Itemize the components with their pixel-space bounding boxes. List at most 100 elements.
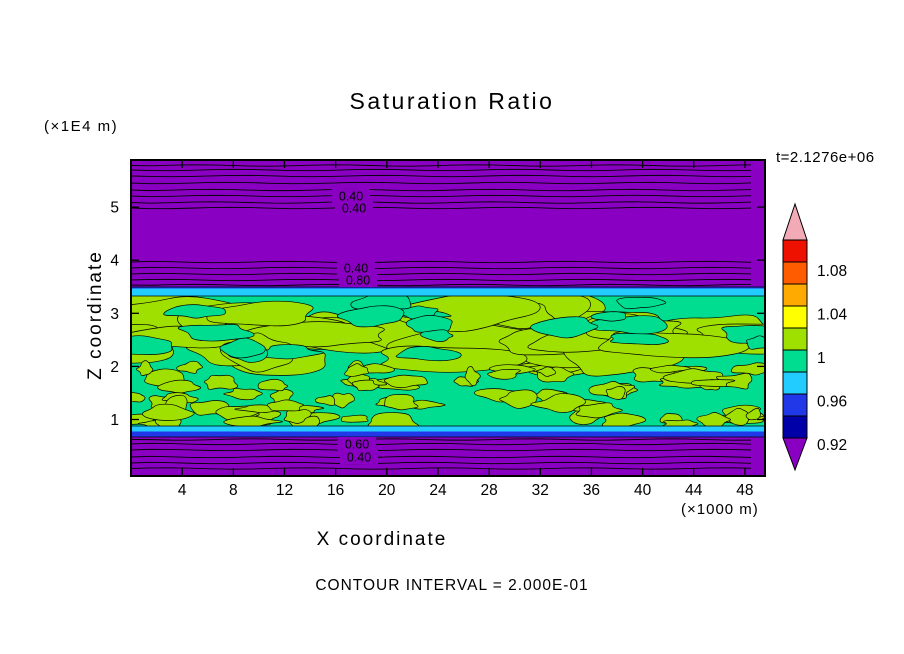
contour-blob bbox=[610, 332, 669, 345]
contour-field: 0.400.400.400.800.600.40 bbox=[131, 160, 765, 476]
x-tick-label: 24 bbox=[429, 482, 447, 499]
contour-line bbox=[131, 278, 752, 282]
contour-value-label: 0.40 bbox=[339, 190, 363, 204]
y-axis-unit-label: (×1E4 m) bbox=[44, 118, 119, 135]
y-axis-label: Z coordinate bbox=[85, 250, 106, 380]
colorbar-segment bbox=[782, 239, 808, 263]
x-tick-label: 28 bbox=[480, 482, 497, 499]
contour-line bbox=[131, 455, 752, 459]
contour-blob bbox=[351, 379, 380, 392]
contour-value-label: 0.40 bbox=[347, 451, 371, 465]
y-tick-label: 3 bbox=[110, 306, 119, 323]
colorbar-segment bbox=[782, 349, 808, 373]
contour-blob bbox=[530, 393, 586, 413]
contour-blob bbox=[206, 300, 314, 327]
contour-blob bbox=[177, 324, 255, 342]
contour-line bbox=[131, 206, 752, 210]
contour-line bbox=[131, 174, 752, 178]
colorbar-tick-label: 0.92 bbox=[817, 437, 847, 454]
colorbar-segment bbox=[782, 415, 808, 439]
x-tick-label: 36 bbox=[583, 482, 600, 499]
x-tick-label: 12 bbox=[276, 482, 293, 499]
contour-blob bbox=[395, 346, 462, 362]
band-edge-cyan bbox=[131, 426, 765, 434]
contour-line bbox=[131, 260, 752, 264]
contour-blob bbox=[420, 329, 454, 342]
y-tick-label: 2 bbox=[110, 359, 119, 376]
x-tick-label: 48 bbox=[736, 482, 753, 499]
page-title: Saturation Ratio bbox=[349, 88, 555, 114]
turbulent-mottle bbox=[131, 296, 765, 426]
contour-label-mask bbox=[338, 437, 376, 451]
colorbar-tick-label: 1.04 bbox=[817, 307, 848, 324]
contour-blob bbox=[746, 335, 765, 350]
colorbar-tick-label: 0.96 bbox=[817, 394, 847, 411]
contour-line bbox=[131, 461, 752, 465]
colorbar-segment bbox=[782, 261, 808, 285]
contour-line bbox=[131, 168, 752, 172]
contour-blob bbox=[535, 366, 556, 377]
contour-blob bbox=[487, 369, 521, 380]
contour-line bbox=[131, 188, 752, 192]
contour-value-label: 0.40 bbox=[344, 262, 368, 276]
x-tick-label: 40 bbox=[634, 482, 652, 499]
x-tick-label: 8 bbox=[229, 482, 238, 499]
contour-label-mask bbox=[337, 261, 375, 275]
contour-label-mask bbox=[340, 450, 378, 464]
colorbar-tick-label: 1.08 bbox=[817, 263, 847, 280]
contour-blob bbox=[530, 316, 599, 339]
contour-line bbox=[131, 181, 752, 185]
colorbar: 1.08 1.04 1 0.96 0.92 bbox=[782, 202, 848, 472]
contour-blob bbox=[691, 379, 736, 387]
contour-blob bbox=[219, 337, 266, 359]
contour-interval-label: CONTOUR INTERVAL = 2.000E-01 bbox=[315, 577, 589, 594]
y-tick-label: 4 bbox=[110, 253, 119, 270]
contour-blob bbox=[730, 362, 765, 376]
contour-blob bbox=[176, 360, 203, 374]
colorbar-segment bbox=[782, 393, 808, 417]
contour-blob bbox=[332, 392, 355, 409]
contour-blob bbox=[344, 363, 369, 377]
contour-blob bbox=[384, 394, 419, 411]
x-tick-label: 16 bbox=[327, 482, 344, 499]
x-axis-label: X coordinate bbox=[316, 529, 448, 550]
contour-blob bbox=[283, 409, 312, 424]
contour-blob bbox=[590, 311, 627, 322]
contour-blob bbox=[223, 388, 263, 401]
contour-blob bbox=[696, 412, 731, 426]
colorbar-tip-bottom bbox=[782, 437, 808, 472]
contour-blob bbox=[142, 403, 195, 421]
y-tick-label: 5 bbox=[110, 200, 119, 217]
contour-blob bbox=[575, 402, 623, 419]
x-tick-label: 44 bbox=[685, 482, 703, 499]
contour-label-mask bbox=[332, 189, 370, 203]
x-tick-label: 20 bbox=[378, 482, 396, 499]
contour-blob bbox=[135, 360, 154, 377]
contour-blob bbox=[662, 419, 699, 426]
colorbar-segment bbox=[782, 371, 808, 395]
contour-blob bbox=[131, 391, 146, 403]
contour-blob bbox=[157, 379, 202, 394]
contour-line bbox=[131, 194, 752, 198]
x-tick-label: 32 bbox=[532, 482, 549, 499]
contour-blob bbox=[131, 335, 173, 355]
contour-line bbox=[131, 283, 752, 287]
contour-blob bbox=[266, 399, 304, 412]
contour-blob bbox=[223, 415, 283, 426]
contour-blob bbox=[383, 374, 428, 389]
contour-blob bbox=[367, 412, 419, 426]
contour-line bbox=[131, 448, 752, 452]
colorbar-tip-top bbox=[782, 202, 808, 241]
contour-line bbox=[131, 164, 752, 167]
contour-blob bbox=[649, 364, 691, 374]
band-edge-cyan bbox=[131, 288, 765, 296]
contour-line bbox=[131, 467, 752, 470]
contour-blob bbox=[204, 374, 239, 390]
band-edge-blue bbox=[131, 431, 765, 437]
contour-line bbox=[131, 438, 752, 441]
contour-line bbox=[131, 272, 752, 276]
y-tick-label: 1 bbox=[110, 412, 119, 429]
contour-blob bbox=[464, 366, 481, 387]
contour-label-mask bbox=[339, 273, 377, 287]
